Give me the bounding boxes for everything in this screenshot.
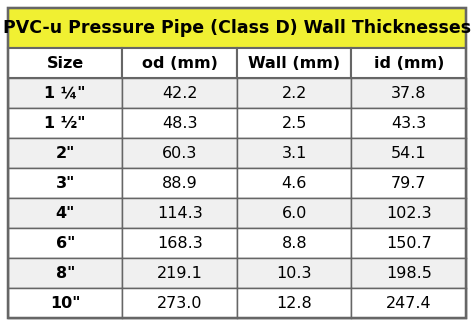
Text: 37.8: 37.8: [391, 86, 427, 101]
Bar: [122, 198, 237, 228]
Text: 102.3: 102.3: [386, 205, 431, 220]
Text: 43.3: 43.3: [391, 116, 427, 131]
Bar: [122, 228, 237, 258]
Text: 2": 2": [55, 146, 75, 161]
Text: Wall (mm): Wall (mm): [248, 55, 340, 70]
Text: 273.0: 273.0: [157, 296, 202, 311]
Bar: [8, 138, 122, 168]
Text: 42.2: 42.2: [162, 86, 198, 101]
Text: 8": 8": [55, 266, 75, 281]
Bar: [8, 48, 122, 78]
Bar: [352, 258, 466, 288]
Bar: [237, 168, 352, 198]
Bar: [122, 258, 237, 288]
Bar: [352, 198, 466, 228]
Text: 150.7: 150.7: [386, 235, 432, 250]
Text: 88.9: 88.9: [162, 175, 198, 190]
Text: 4.6: 4.6: [282, 175, 307, 190]
Bar: [352, 108, 466, 138]
Bar: [8, 228, 122, 258]
Bar: [352, 138, 466, 168]
Bar: [237, 198, 352, 228]
Bar: [8, 78, 122, 108]
Bar: [122, 288, 237, 318]
Bar: [352, 288, 466, 318]
Bar: [8, 198, 122, 228]
Text: 2.5: 2.5: [282, 116, 307, 131]
Text: 8.8: 8.8: [282, 235, 307, 250]
Bar: [122, 138, 237, 168]
Text: 10": 10": [50, 296, 81, 311]
Bar: [122, 108, 237, 138]
Bar: [237, 108, 352, 138]
Bar: [237, 48, 352, 78]
Bar: [352, 228, 466, 258]
Text: 10.3: 10.3: [276, 266, 312, 281]
Text: Size: Size: [46, 55, 84, 70]
Text: id (mm): id (mm): [374, 55, 444, 70]
Text: 198.5: 198.5: [386, 266, 432, 281]
Bar: [352, 168, 466, 198]
Bar: [8, 8, 466, 48]
Bar: [237, 78, 352, 108]
Bar: [122, 168, 237, 198]
Text: 114.3: 114.3: [157, 205, 202, 220]
Text: 3": 3": [55, 175, 75, 190]
Bar: [237, 258, 352, 288]
Bar: [8, 288, 122, 318]
Text: 54.1: 54.1: [391, 146, 427, 161]
Bar: [352, 48, 466, 78]
Bar: [122, 78, 237, 108]
Text: 60.3: 60.3: [162, 146, 198, 161]
Bar: [352, 78, 466, 108]
Text: 48.3: 48.3: [162, 116, 198, 131]
Text: od (mm): od (mm): [142, 55, 218, 70]
Bar: [8, 258, 122, 288]
Text: 12.8: 12.8: [276, 296, 312, 311]
Text: 4": 4": [55, 205, 75, 220]
Bar: [8, 168, 122, 198]
Text: 6": 6": [55, 235, 75, 250]
Bar: [237, 288, 352, 318]
Text: 79.7: 79.7: [391, 175, 427, 190]
Text: 168.3: 168.3: [157, 235, 202, 250]
Text: 247.4: 247.4: [386, 296, 431, 311]
Text: 6.0: 6.0: [282, 205, 307, 220]
Bar: [8, 108, 122, 138]
Text: 2.2: 2.2: [282, 86, 307, 101]
Bar: [122, 48, 237, 78]
Text: PVC-u Pressure Pipe (Class D) Wall Thicknesses: PVC-u Pressure Pipe (Class D) Wall Thick…: [3, 19, 471, 37]
Text: 219.1: 219.1: [157, 266, 203, 281]
Bar: [237, 228, 352, 258]
Text: 1 ½": 1 ½": [45, 116, 86, 131]
Text: 1 ¼": 1 ¼": [45, 86, 86, 101]
Text: 3.1: 3.1: [282, 146, 307, 161]
Bar: [237, 138, 352, 168]
